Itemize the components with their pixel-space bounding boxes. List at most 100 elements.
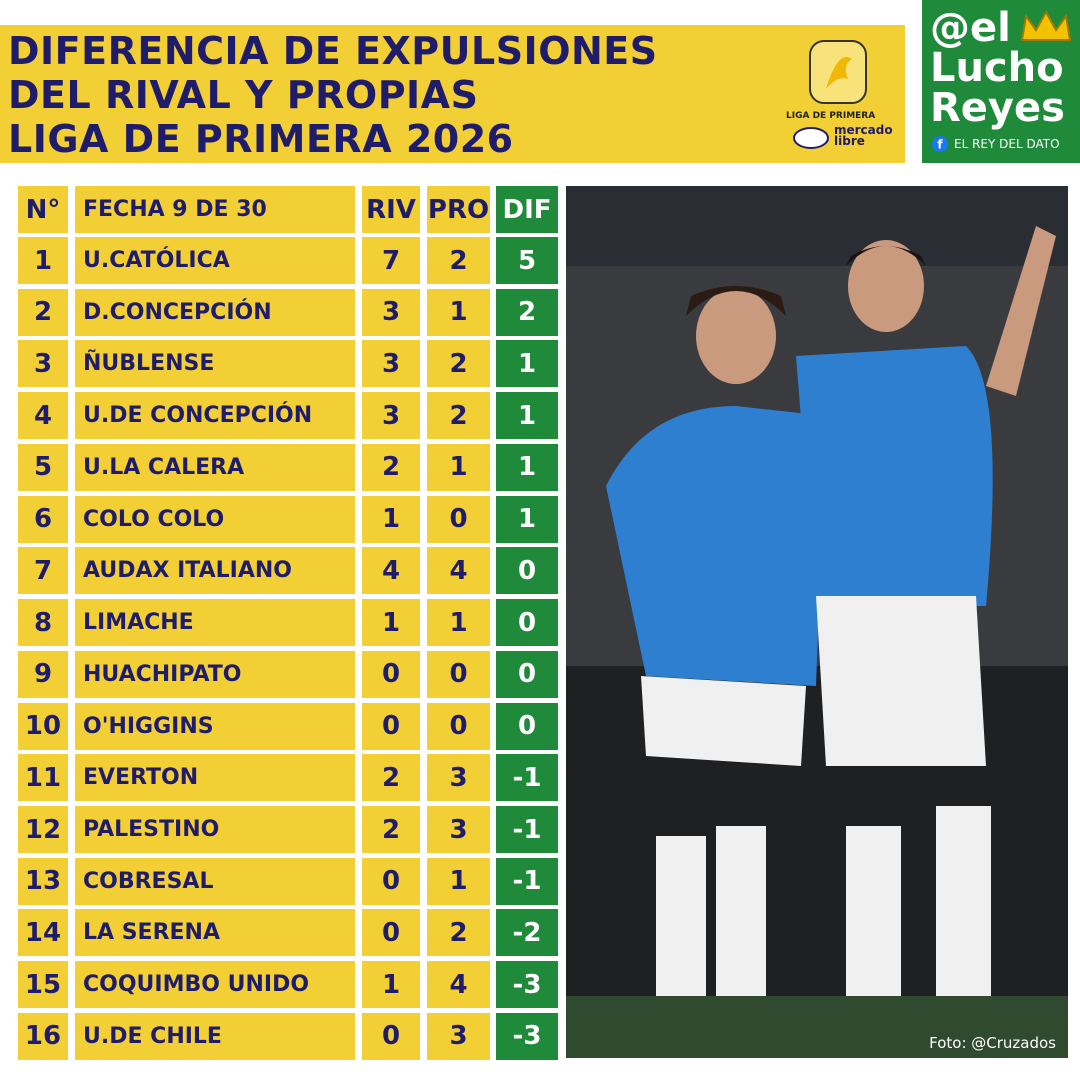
rank-cell: 10 xyxy=(18,702,68,750)
sponsor: mercado libre xyxy=(834,123,893,148)
name-cell: U.LA CALERA xyxy=(75,443,355,491)
rank-cell: 6 xyxy=(18,495,68,543)
column-header: DIF xyxy=(496,186,558,233)
rank-cell: 3 xyxy=(18,340,68,388)
rank-cell: 16 xyxy=(18,1012,68,1060)
pro-cell: 1 xyxy=(427,857,490,905)
dif-cell: 1 xyxy=(496,392,558,440)
riv-cell: 1 xyxy=(362,495,420,543)
pro-cell: 2 xyxy=(427,392,490,440)
rank-cell: 4 xyxy=(18,392,68,440)
name-cell: ÑUBLENSE xyxy=(75,340,355,388)
rank-cell: 15 xyxy=(18,961,68,1009)
league-name: LIGA DE PRIMERA xyxy=(786,111,876,121)
name-cell: EVERTON xyxy=(75,754,355,802)
dif-cell: 2 xyxy=(496,288,558,336)
photo-credit: Foto: @Cruzados xyxy=(929,1034,1056,1052)
name-cell: LA SERENA xyxy=(75,909,355,957)
dif-cell: -1 xyxy=(496,857,558,905)
riv-cell: 3 xyxy=(362,340,420,388)
riv-cell: 0 xyxy=(362,1012,420,1060)
rank-cell: 5 xyxy=(18,443,68,491)
riv-cell: 4 xyxy=(362,547,420,595)
name-cell: D.CONCEPCIÓN xyxy=(75,288,355,336)
sponsor-line: libre xyxy=(834,134,865,148)
pro-cell: 2 xyxy=(427,237,490,284)
rank-cell: 12 xyxy=(18,806,68,854)
pro-cell: 4 xyxy=(427,547,490,595)
name-cell: COQUIMBO UNIDO xyxy=(75,961,355,1009)
riv-cell: 3 xyxy=(362,288,420,336)
dif-cell: 1 xyxy=(496,495,558,543)
brand-line: Reyes xyxy=(930,85,1065,131)
dif-cell: 0 xyxy=(496,547,558,595)
title-line: DIFERENCIA DE EXPULSIONES xyxy=(8,29,658,73)
pro-cell: 1 xyxy=(427,443,490,491)
pro-cell: 4 xyxy=(427,961,490,1009)
photo: Foto: @Cruzados xyxy=(566,186,1068,1058)
name-cell: PALESTINO xyxy=(75,806,355,854)
facebook-icon: f xyxy=(932,136,948,152)
name-cell: LIMACHE xyxy=(75,599,355,647)
brand-line: @el xyxy=(930,5,1011,51)
riv-cell: 0 xyxy=(362,857,420,905)
league-logo xyxy=(809,40,867,104)
sponsor-line: mercado xyxy=(834,123,893,137)
riv-cell: 2 xyxy=(362,806,420,854)
pro-cell: 2 xyxy=(427,340,490,388)
pro-cell: 3 xyxy=(427,754,490,802)
pro-cell: 2 xyxy=(427,909,490,957)
name-cell: U.DE CONCEPCIÓN xyxy=(75,392,355,440)
riv-cell: 1 xyxy=(362,599,420,647)
rank-cell: 1 xyxy=(18,237,68,284)
title-line: DEL RIVAL Y PROPIAS xyxy=(8,73,479,117)
dif-cell: -2 xyxy=(496,909,558,957)
dif-cell: -3 xyxy=(496,1012,558,1060)
rank-cell: 14 xyxy=(18,909,68,957)
rank-cell: 8 xyxy=(18,599,68,647)
dif-cell: 0 xyxy=(496,702,558,750)
name-cell: O'HIGGINS xyxy=(75,702,355,750)
riv-cell: 1 xyxy=(362,961,420,1009)
pro-cell: 0 xyxy=(427,702,490,750)
riv-cell: 0 xyxy=(362,909,420,957)
pro-cell: 3 xyxy=(427,806,490,854)
brand: @el Lucho Reyes f EL REY DEL DATO xyxy=(922,0,1080,163)
pro-cell: 0 xyxy=(427,495,490,543)
riv-cell: 0 xyxy=(362,650,420,698)
dif-cell: -1 xyxy=(496,754,558,802)
riv-cell: 2 xyxy=(362,443,420,491)
rank-cell: 13 xyxy=(18,857,68,905)
dif-cell: 5 xyxy=(496,237,558,284)
rank-cell: 7 xyxy=(18,547,68,595)
title-line: LIGA DE PRIMERA 2026 xyxy=(8,117,514,161)
column-header: RIV xyxy=(362,186,420,233)
riv-cell: 7 xyxy=(362,237,420,284)
dif-cell: 1 xyxy=(496,340,558,388)
name-cell: COLO COLO xyxy=(75,495,355,543)
dif-cell: 0 xyxy=(496,650,558,698)
dif-cell: 1 xyxy=(496,443,558,491)
name-cell: U.CATÓLICA xyxy=(75,237,355,284)
name-cell: HUACHIPATO xyxy=(75,650,355,698)
brand-tagline: EL REY DEL DATO xyxy=(954,137,1060,151)
riv-cell: 0 xyxy=(362,702,420,750)
svg-text:f: f xyxy=(937,138,943,152)
name-cell: U.DE CHILE xyxy=(75,1012,355,1060)
pro-cell: 0 xyxy=(427,650,490,698)
pro-cell: 1 xyxy=(427,599,490,647)
pro-cell: 3 xyxy=(427,1012,490,1060)
crown-icon xyxy=(1020,9,1072,41)
sponsor-icon xyxy=(793,127,829,149)
dif-cell: 0 xyxy=(496,599,558,647)
dif-cell: -3 xyxy=(496,961,558,1009)
name-cell: AUDAX ITALIANO xyxy=(75,547,355,595)
riv-cell: 2 xyxy=(362,754,420,802)
brand-line: Lucho xyxy=(930,45,1064,91)
header: DIFERENCIA DE EXPULSIONES DEL RIVAL Y PR… xyxy=(0,25,905,163)
rank-cell: 2 xyxy=(18,288,68,336)
column-header: N° xyxy=(18,186,68,233)
name-cell: COBRESAL xyxy=(75,857,355,905)
pro-cell: 1 xyxy=(427,288,490,336)
